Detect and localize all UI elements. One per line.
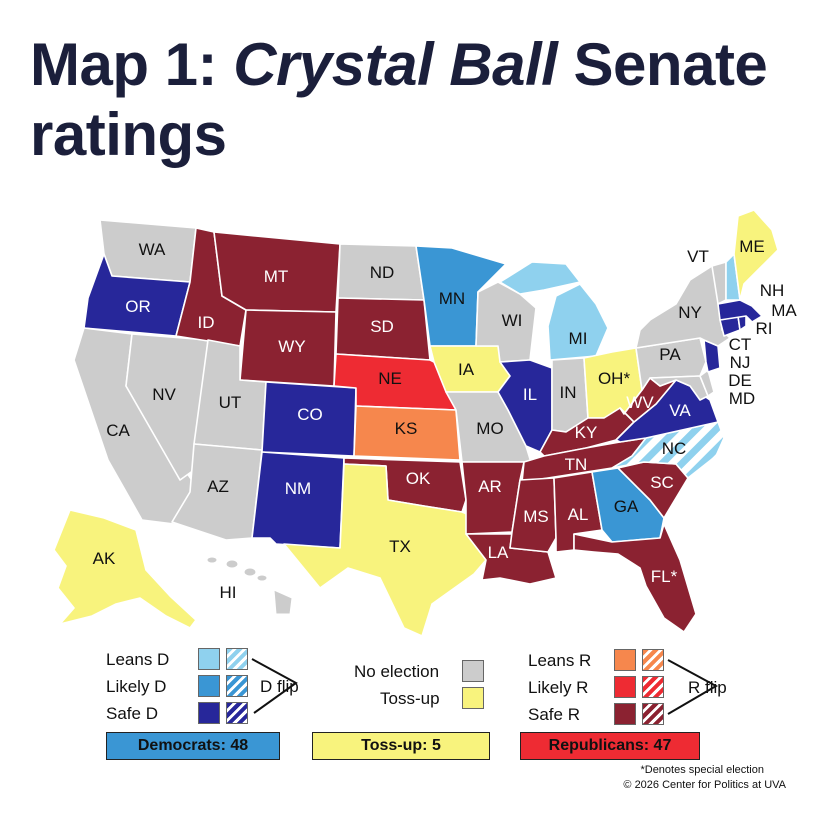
state-mi-up[interactable]	[499, 261, 581, 295]
label-co: CO	[297, 405, 323, 424]
label-nd: ND	[370, 263, 395, 282]
label-oh: OH*	[598, 369, 631, 388]
legend-likely-r-swatch	[614, 676, 636, 698]
state-hi[interactable]	[206, 556, 293, 615]
label-hi: HI	[220, 583, 237, 602]
page-title: Map 1: Crystal Ball Senate ratings	[30, 31, 768, 168]
label-nj: NJ	[730, 353, 751, 372]
legend-likely-r-label: Likely R	[528, 678, 589, 697]
footnote-special: *Denotes special election	[640, 764, 764, 776]
label-ky: KY	[575, 423, 598, 442]
label-mi: MI	[569, 329, 588, 348]
legend-safe-d-flip-swatch	[226, 702, 248, 724]
legend-leans-r-swatch	[614, 649, 636, 671]
label-ne: NE	[378, 369, 402, 388]
legend-d-flip-label: D flip	[260, 677, 299, 696]
label-pa: PA	[659, 345, 681, 364]
label-ok: OK	[406, 469, 431, 488]
state-ks[interactable]	[353, 405, 461, 461]
label-ks: KS	[395, 419, 418, 438]
label-mn: MN	[439, 289, 465, 308]
label-ri: RI	[756, 319, 773, 338]
label-md: MD	[729, 389, 755, 408]
total-democrats: Democrats: 48	[106, 732, 280, 760]
label-or: OR	[125, 297, 151, 316]
label-ma: MA	[771, 301, 797, 320]
state-me[interactable]	[733, 209, 779, 301]
state-ma[interactable]	[717, 299, 763, 323]
total-tossup: Toss-up: 5	[312, 732, 490, 760]
legend-likely-d-swatch	[198, 675, 220, 697]
label-ia: IA	[458, 360, 475, 379]
label-nv: NV	[152, 385, 176, 404]
state-mi[interactable]	[547, 283, 609, 361]
us-senate-map: WA OR CA NV ID MT WY UT AZ CO NM ND SD N…	[53, 209, 797, 637]
label-ny: NY	[678, 303, 702, 322]
legend-leans-r-flip-swatch	[642, 649, 664, 671]
label-nm: NM	[285, 479, 311, 498]
label-vt: VT	[687, 247, 709, 266]
label-la: LA	[488, 543, 509, 562]
state-ak[interactable]	[53, 509, 197, 629]
legend-tossup-swatch	[462, 687, 484, 709]
label-nc: NC	[662, 439, 687, 458]
legend-leans-d-label: Leans D	[106, 650, 170, 669]
state-il[interactable]	[497, 359, 553, 453]
legend-no-election-swatch	[462, 660, 484, 682]
label-ar: AR	[478, 477, 502, 496]
legend-likely-d-flip-swatch	[226, 675, 248, 697]
legend-safe-r-flip-swatch	[642, 703, 664, 725]
label-id: ID	[198, 313, 215, 332]
label-nh: NH	[760, 281, 785, 300]
legend-safe-r-label: Safe R	[528, 705, 580, 724]
label-tx: TX	[389, 537, 411, 556]
label-wi: WI	[502, 311, 523, 330]
legend-safe-d-label: Safe D	[106, 704, 158, 723]
legend-leans-d-swatch	[198, 648, 220, 670]
state-ny[interactable]	[635, 265, 731, 349]
total-republicans: Republicans: 47	[520, 732, 700, 760]
legend-tossup-label: Toss-up	[380, 689, 440, 708]
state-fl[interactable]	[573, 523, 697, 633]
state-tx[interactable]	[283, 463, 487, 637]
legend-no-election-label: No election	[354, 662, 440, 681]
label-mt: MT	[264, 267, 289, 286]
label-ak: AK	[93, 549, 116, 568]
legend-safe-d-swatch	[198, 702, 220, 724]
label-ct: CT	[729, 335, 752, 354]
label-ga: GA	[614, 497, 639, 516]
label-ca: CA	[106, 421, 130, 440]
label-sd: SD	[370, 317, 394, 336]
footnote-copyright: © 2026 Center for Politics at UVA	[623, 779, 786, 791]
label-fl: FL*	[651, 567, 678, 586]
label-mo: MO	[476, 419, 503, 438]
label-me: ME	[739, 237, 765, 256]
legend-likely-d-label: Likely D	[106, 677, 167, 696]
label-az: AZ	[207, 477, 229, 496]
label-in: IN	[560, 383, 577, 402]
label-il: IL	[523, 385, 537, 404]
legend-leans-d-flip-swatch	[226, 648, 248, 670]
label-sc: SC	[650, 473, 674, 492]
state-nc[interactable]	[611, 421, 725, 479]
label-wv: WV	[626, 393, 654, 412]
label-va: VA	[669, 401, 691, 420]
label-tn: TN	[565, 455, 588, 474]
label-wa: WA	[139, 240, 166, 259]
label-al: AL	[568, 505, 589, 524]
label-de: DE	[728, 371, 752, 390]
state-de[interactable]	[699, 369, 715, 397]
legend-safe-r-swatch	[614, 703, 636, 725]
label-ms: MS	[523, 507, 549, 526]
legend-r-flip-label: R flip	[688, 678, 727, 697]
label-ut: UT	[219, 393, 242, 412]
legend-likely-r-flip-swatch	[642, 676, 664, 698]
legend-leans-r-label: Leans R	[528, 651, 592, 670]
label-wy: WY	[278, 337, 305, 356]
